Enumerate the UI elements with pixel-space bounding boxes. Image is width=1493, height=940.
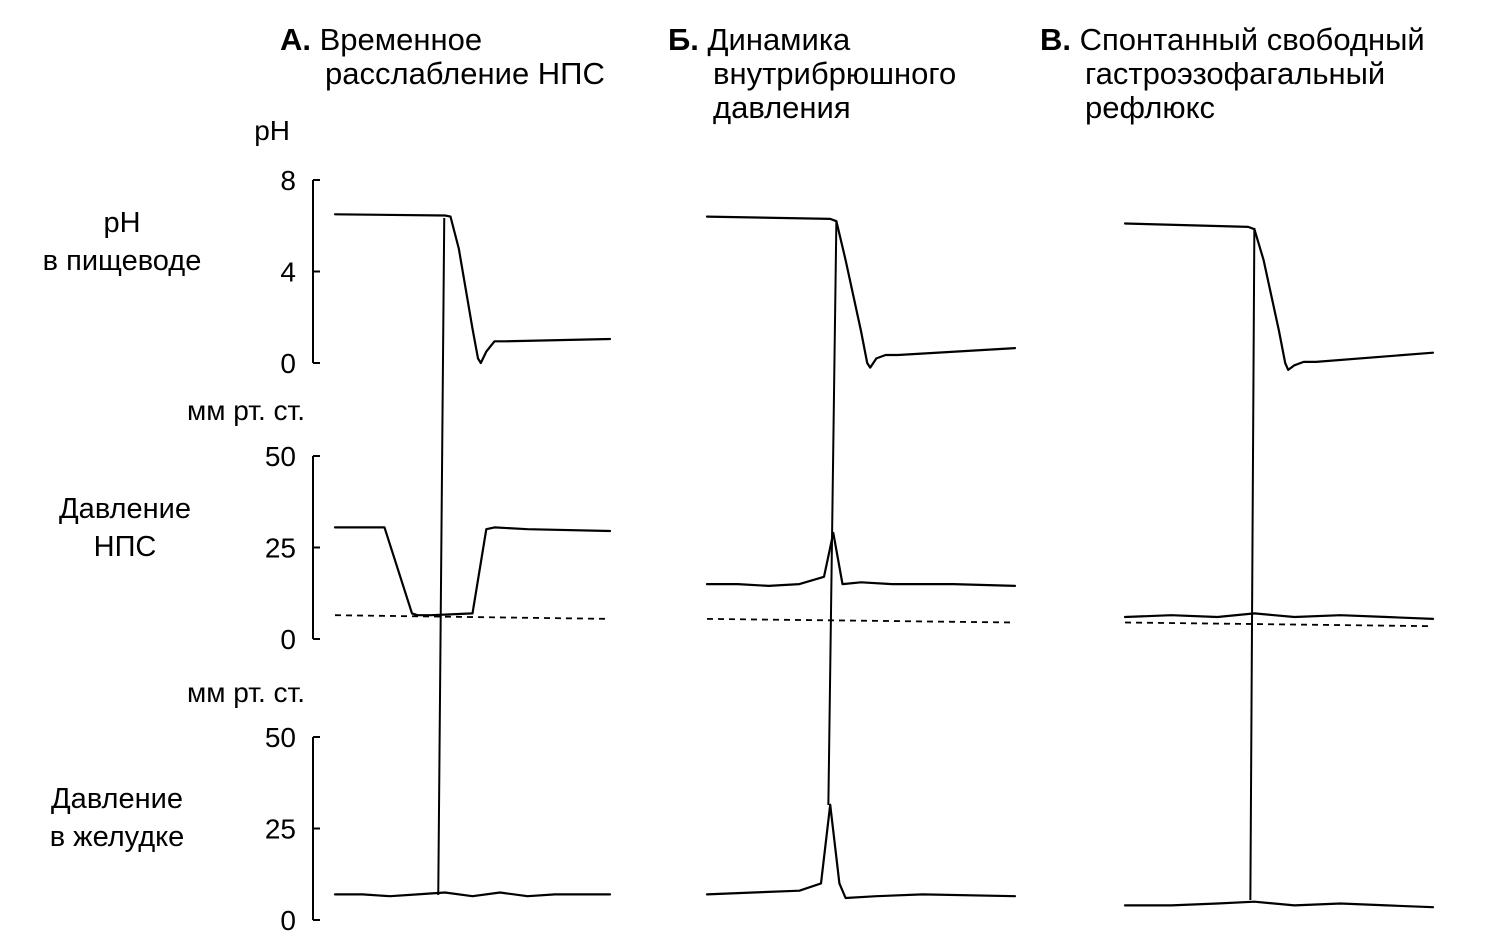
row-label-line: Давление xyxy=(51,783,183,815)
row-label-line: Давление xyxy=(59,493,191,525)
y-tick-label: 0 xyxy=(280,905,296,936)
row-label-1: pH в пищеводе xyxy=(43,207,202,277)
y-tick-label: 0 xyxy=(280,624,296,655)
panel-title-line: расслабление НПС xyxy=(325,56,605,91)
y-tick-label: 8 xyxy=(280,165,296,196)
trace-row2-panel1 xyxy=(333,526,612,617)
panel-title-line: гастроэзофагальный xyxy=(1085,56,1385,91)
panel-title-line: давления xyxy=(713,90,851,125)
panel-title-text: Спонтанный свободный xyxy=(1080,22,1425,57)
y-tick-label: 4 xyxy=(280,257,296,288)
y-tick-label: 50 xyxy=(265,441,296,472)
trace-row1-panel2 xyxy=(705,215,1017,369)
row-label-line: в желудке xyxy=(50,821,185,853)
row-label-line: pH xyxy=(103,207,140,239)
trace-row3-panel2 xyxy=(705,803,1017,900)
row-label-line: НПС xyxy=(94,531,157,563)
y-axis-unit-1: pH xyxy=(254,115,290,146)
y-tick-label: 50 xyxy=(265,722,296,753)
y-tick-label: 25 xyxy=(265,814,296,845)
panel-title-text: Временное xyxy=(320,22,482,57)
trace-row1-panel3 xyxy=(1123,222,1435,371)
panel-letter: В. xyxy=(1040,22,1080,57)
panel-title-line: рефлюкс xyxy=(1085,90,1215,125)
panel-title-1: А. Временное расслабление НПС xyxy=(280,22,605,91)
panel-title-line: Б. Динамика xyxy=(668,22,851,57)
baseline-dashed-panel2 xyxy=(706,618,1016,624)
event-line-panel1 xyxy=(437,217,446,896)
panel-title-line: А. Временное xyxy=(280,22,482,57)
panel-title-2: Б. Динамика внутрибрюшного давления xyxy=(668,22,956,125)
y-axis-unit-3: мм рт. ст. xyxy=(187,677,305,708)
baseline-dashed-panel3 xyxy=(1124,621,1434,628)
trace-row1-panel1 xyxy=(333,213,612,365)
trace-row2-panel3 xyxy=(1123,612,1435,620)
event-line-panel3 xyxy=(1249,227,1256,901)
panel-letter: Б. xyxy=(668,22,708,57)
row-label-line: в пищеводе xyxy=(43,245,202,277)
row-label-3: Давление в желудке xyxy=(50,783,185,853)
event-line-panel2 xyxy=(827,221,838,806)
trace-row2-panel2 xyxy=(705,531,1017,587)
row-label-2: Давление НПС xyxy=(59,493,191,563)
panel-letter: А. xyxy=(280,22,320,57)
baseline-dashed-panel1 xyxy=(334,614,611,620)
trace-row3-panel1 xyxy=(333,891,612,898)
trace-row3-panel3 xyxy=(1123,900,1435,909)
y-axis-unit-2: мм рт. ст. xyxy=(187,395,305,426)
y-tick-label: 25 xyxy=(265,533,296,564)
panel-title-line: В. Спонтанный свободный xyxy=(1040,22,1425,57)
panel-title-line: внутрибрюшного xyxy=(713,56,956,91)
panel-title-3: В. Спонтанный свободный гастроэзофагальны… xyxy=(1040,22,1425,125)
panel-title-text: Динамика xyxy=(708,22,852,57)
y-tick-label: 0 xyxy=(280,348,296,379)
